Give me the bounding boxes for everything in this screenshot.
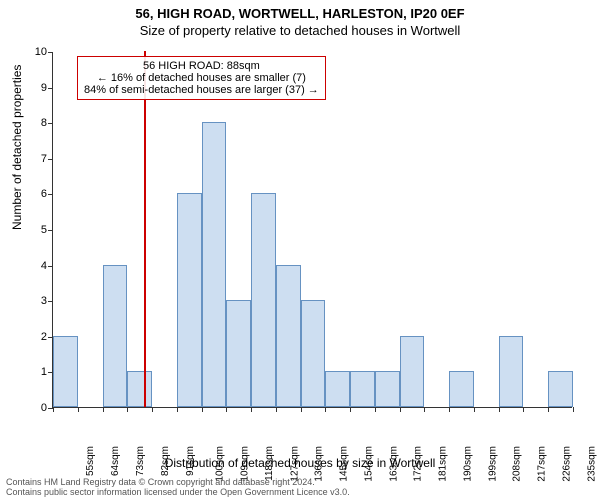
histogram-bar [499,336,524,407]
y-tick-label: 7 [23,153,47,165]
y-tick-label: 3 [23,295,47,307]
y-tick-label: 6 [23,188,47,200]
histogram-bar [449,371,474,407]
histogram-bar [400,336,425,407]
histogram-bar [103,265,128,407]
histogram-bar [548,371,573,407]
histogram-bar [325,371,350,407]
y-tick-label: 4 [23,260,47,272]
histogram-bar [127,371,152,407]
y-tick-label: 1 [23,366,47,378]
x-axis-label: Distribution of detached houses by size … [0,456,600,470]
attribution-footer: Contains HM Land Registry data © Crown c… [6,478,594,498]
y-tick-label: 8 [23,117,47,129]
y-axis-label: Number of detached properties [10,65,24,230]
histogram-bar [350,371,375,407]
callout-line: ← 16% of detached houses are smaller (7) [84,72,319,84]
page-subtitle: Size of property relative to detached ho… [0,21,600,38]
y-tick-label: 0 [23,402,47,414]
histogram-chart: 01234567891055sqm64sqm73sqm82sqm91sqm100… [52,52,572,408]
histogram-bar [276,265,301,407]
histogram-bar [177,193,202,407]
reference-line [144,51,146,407]
page-title: 56, HIGH ROAD, WORTWELL, HARLESTON, IP20… [0,0,600,21]
y-tick-label: 9 [23,82,47,94]
y-tick-label: 5 [23,224,47,236]
histogram-bar [53,336,78,407]
callout-line: 84% of semi-detached houses are larger (… [84,84,319,96]
plot-area: 01234567891055sqm64sqm73sqm82sqm91sqm100… [52,52,572,408]
y-tick-label: 2 [23,331,47,343]
histogram-bar [226,300,251,407]
histogram-bar [202,122,227,407]
histogram-bar [375,371,400,407]
histogram-bar [251,193,276,407]
callout-box: 56 HIGH ROAD: 88sqm← 16% of detached hou… [77,56,326,100]
footer-line-2: Contains public sector information licen… [6,488,594,498]
histogram-bar [301,300,326,407]
callout-line: 56 HIGH ROAD: 88sqm [84,60,319,72]
y-tick-label: 10 [23,46,47,58]
